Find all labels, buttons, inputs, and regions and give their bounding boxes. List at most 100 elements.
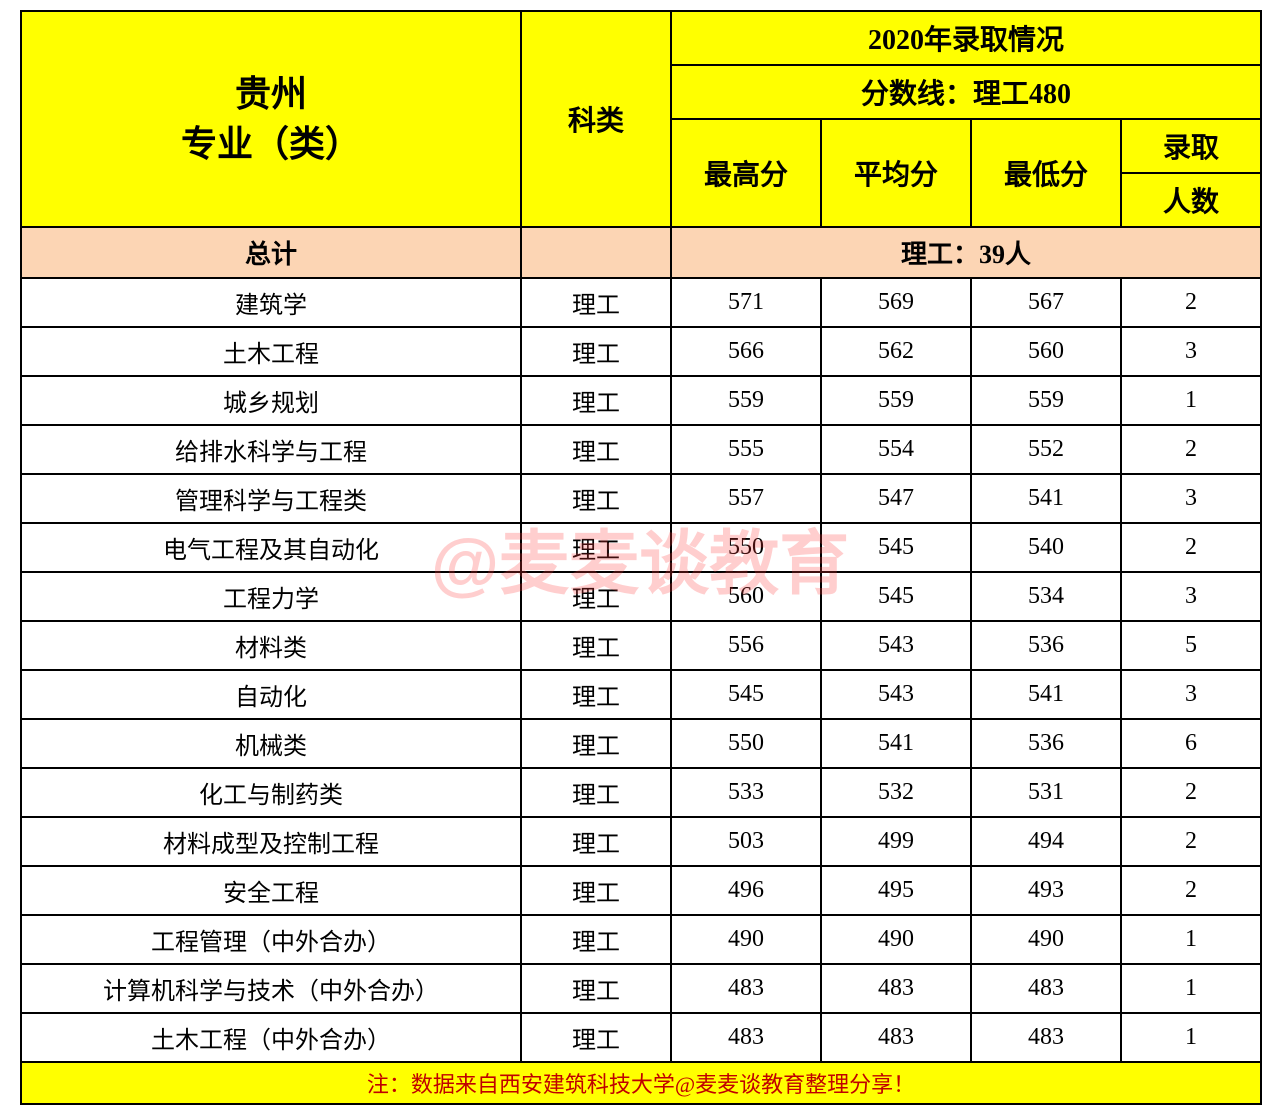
cell-max: 571 [671,278,821,327]
table-row: 工程力学理工5605455343 [21,572,1261,621]
table-row: 建筑学理工5715695672 [21,278,1261,327]
cell-min: 552 [971,425,1121,474]
cell-cat: 理工 [521,474,671,523]
hdr-max: 最高分 [671,119,821,227]
table-row: 工程管理（中外合办）理工4904904901 [21,915,1261,964]
cell-avg: 545 [821,523,971,572]
cell-avg: 547 [821,474,971,523]
cell-avg: 559 [821,376,971,425]
cell-n: 5 [1121,621,1261,670]
cell-avg: 541 [821,719,971,768]
cell-n: 2 [1121,278,1261,327]
cell-n: 6 [1121,719,1261,768]
table-row: 土木工程（中外合办）理工4834834831 [21,1013,1261,1062]
table-row: 化工与制药类理工5335325312 [21,768,1261,817]
cell-min: 531 [971,768,1121,817]
cell-n: 2 [1121,866,1261,915]
cell-avg: 483 [821,1013,971,1062]
cell-min: 536 [971,719,1121,768]
table-row: 自动化理工5455435413 [21,670,1261,719]
cell-max: 555 [671,425,821,474]
cell-major: 给排水科学与工程 [21,425,521,474]
cell-major: 计算机科学与技术（中外合办） [21,964,521,1013]
cell-cat: 理工 [521,866,671,915]
hdr-scoreline: 分数线：理工480 [671,65,1261,119]
cell-min: 483 [971,964,1121,1013]
cell-major: 土木工程（中外合办） [21,1013,521,1062]
cell-max: 483 [671,1013,821,1062]
footer-note: 注：数据来自西安建筑科技大学@麦麦谈教育整理分享！ [21,1062,1261,1104]
cell-max: 545 [671,670,821,719]
table-row: 给排水科学与工程理工5555545522 [21,425,1261,474]
table-row: 安全工程理工4964954932 [21,866,1261,915]
cell-min: 540 [971,523,1121,572]
cell-max: 483 [671,964,821,1013]
total-label: 总计 [21,227,521,278]
cell-min: 559 [971,376,1121,425]
cell-n: 3 [1121,670,1261,719]
cell-avg: 554 [821,425,971,474]
cell-n: 2 [1121,425,1261,474]
cell-cat: 理工 [521,915,671,964]
cell-min: 483 [971,1013,1121,1062]
cell-min: 493 [971,866,1121,915]
hdr-min: 最低分 [971,119,1121,227]
cell-major: 机械类 [21,719,521,768]
cell-min: 560 [971,327,1121,376]
cell-max: 503 [671,817,821,866]
cell-major: 化工与制药类 [21,768,521,817]
cell-avg: 569 [821,278,971,327]
cell-n: 1 [1121,915,1261,964]
cell-major: 安全工程 [21,866,521,915]
cell-avg: 532 [821,768,971,817]
cell-cat: 理工 [521,1013,671,1062]
cell-cat: 理工 [521,817,671,866]
cell-cat: 理工 [521,278,671,327]
cell-avg: 562 [821,327,971,376]
cell-max: 496 [671,866,821,915]
cell-cat: 理工 [521,327,671,376]
cell-n: 3 [1121,474,1261,523]
cell-major: 材料类 [21,621,521,670]
cell-n: 3 [1121,572,1261,621]
hdr-count-bot: 人数 [1121,173,1261,227]
cell-max: 566 [671,327,821,376]
cell-cat: 理工 [521,621,671,670]
cell-major: 管理科学与工程类 [21,474,521,523]
hdr-avg: 平均分 [821,119,971,227]
cell-min: 534 [971,572,1121,621]
hdr-province-major: 贵州专业（类） [21,11,521,227]
cell-max: 550 [671,719,821,768]
cell-n: 1 [1121,376,1261,425]
cell-avg: 490 [821,915,971,964]
cell-cat: 理工 [521,768,671,817]
table-row: 计算机科学与技术（中外合办）理工4834834831 [21,964,1261,1013]
cell-n: 1 [1121,1013,1261,1062]
cell-max: 550 [671,523,821,572]
table-row: 城乡规划理工5595595591 [21,376,1261,425]
cell-n: 2 [1121,523,1261,572]
admission-table: 贵州专业（类） 科类 2020年录取情况 分数线：理工480 最高分 平均分 最… [20,10,1262,1105]
hdr-count-top: 录取 [1121,119,1261,173]
cell-avg: 483 [821,964,971,1013]
cell-max: 556 [671,621,821,670]
table-row: 材料类理工5565435365 [21,621,1261,670]
cell-max: 557 [671,474,821,523]
cell-min: 536 [971,621,1121,670]
cell-major: 工程管理（中外合办） [21,915,521,964]
cell-max: 490 [671,915,821,964]
cell-n: 2 [1121,817,1261,866]
cell-major: 建筑学 [21,278,521,327]
cell-cat: 理工 [521,964,671,1013]
table-row: 管理科学与工程类理工5575475413 [21,474,1261,523]
cell-avg: 499 [821,817,971,866]
total-summary: 理工：39人 [671,227,1261,278]
cell-avg: 543 [821,621,971,670]
hdr-year: 2020年录取情况 [671,11,1261,65]
table-row: 土木工程理工5665625603 [21,327,1261,376]
table-row: 电气工程及其自动化理工5505455402 [21,523,1261,572]
total-catblank [521,227,671,278]
cell-min: 541 [971,474,1121,523]
hdr-category: 科类 [521,11,671,227]
cell-major: 城乡规划 [21,376,521,425]
